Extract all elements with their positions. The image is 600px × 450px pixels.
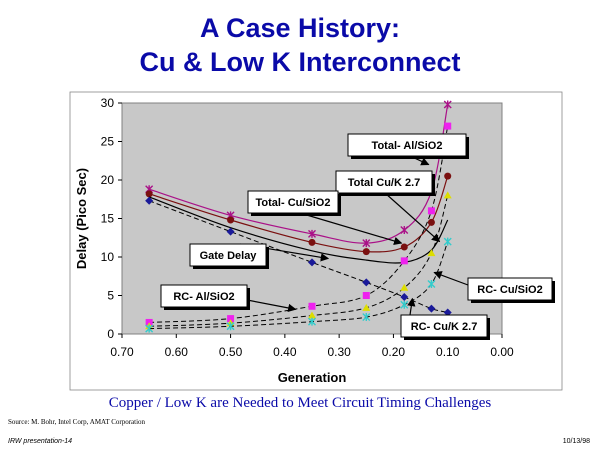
callout-shadow [487, 318, 490, 340]
y-tick-label: 20 [101, 173, 115, 187]
x-tick-label: 0.50 [219, 345, 243, 359]
x-tick-label: 0.70 [110, 345, 134, 359]
callout-shadow [466, 137, 469, 159]
footer-left: IRW presentation-14 [8, 438, 73, 445]
data-point [427, 218, 435, 226]
data-point [308, 302, 316, 310]
data-point [362, 239, 371, 248]
callout-shadow [251, 213, 341, 216]
data-point [443, 191, 452, 199]
y-tick-label: 15 [101, 212, 115, 226]
data-point [362, 313, 371, 322]
x-tick-label: 0.60 [165, 345, 189, 359]
data-point [362, 303, 371, 311]
data-point [227, 315, 235, 323]
callout-shadow [338, 194, 341, 216]
data-point [362, 292, 370, 299]
data-point [308, 311, 316, 319]
callout-shadow [266, 247, 269, 269]
data-point [145, 196, 154, 205]
data-point [444, 172, 452, 180]
data-point [427, 249, 436, 257]
data-point [145, 190, 153, 198]
data-point [308, 229, 316, 238]
data-point [362, 278, 371, 287]
slide-title-line2: Cu & Low K Interconnect [139, 47, 461, 77]
callout-label: RC- Cu/SiO2 [477, 284, 542, 296]
data-point [400, 300, 409, 309]
data-point [443, 237, 452, 246]
y-axis-label: Delay (Pico Sec) [74, 168, 89, 269]
y-tick-label: 10 [101, 250, 115, 264]
data-point [308, 317, 316, 326]
callout-shadow [247, 288, 250, 310]
data-point [308, 258, 316, 267]
callout-shadow [432, 174, 435, 196]
data-point [145, 324, 154, 333]
data-point [308, 238, 316, 246]
data-point [362, 248, 370, 256]
y-tick-label: 30 [101, 96, 115, 110]
x-tick-label: 0.40 [273, 345, 297, 359]
callout-arrow [433, 271, 469, 286]
callout-label: Total Cu/K 2.7 [348, 177, 421, 189]
data-point [400, 243, 408, 251]
callout-label: Gate Delay [200, 250, 258, 262]
data-point [226, 227, 235, 236]
callout-shadow [552, 281, 555, 303]
callout-arrow [246, 299, 297, 313]
data-point [427, 304, 436, 313]
callout-shadow [193, 266, 269, 269]
y-tick-label: 5 [107, 289, 114, 303]
callout-label: Total- Cu/SiO2 [256, 197, 331, 209]
data-point [400, 293, 409, 302]
data-point [400, 226, 409, 235]
x-tick-label: 0.30 [327, 345, 351, 359]
callout-label: Total- Al/SiO2 [372, 140, 443, 152]
data-point [427, 279, 436, 288]
slide-title-line1: A Case History: [199, 13, 401, 43]
callout-label: RC- Al/SiO2 [173, 291, 234, 303]
y-tick-label: 25 [101, 135, 115, 149]
data-point [443, 308, 452, 317]
callout-label: RC- Cu/K 2.7 [411, 321, 478, 333]
data-point [443, 100, 452, 109]
callout-arrow [407, 297, 416, 316]
data-point [400, 283, 409, 291]
source-note: Source: M. Bohr, Intel Corp, AMAT Corpor… [8, 418, 146, 426]
data-point [400, 257, 408, 265]
data-point [227, 216, 235, 224]
y-tick-label: 0 [107, 327, 114, 341]
callout-shadow [351, 156, 469, 159]
x-tick-label: 0.10 [436, 345, 460, 359]
footer-date: 10/13/98 [562, 438, 590, 445]
callout-shadow [404, 337, 490, 340]
x-tick-label: 0.00 [490, 345, 514, 359]
x-tick-label: 0.20 [382, 345, 406, 359]
data-point [226, 322, 235, 331]
callout-arrow [299, 212, 403, 246]
x-axis-label: Generation [278, 370, 347, 385]
data-point [427, 207, 435, 215]
data-point [444, 122, 452, 130]
callout-shadow [339, 193, 435, 196]
slide-caption: Copper / Low K are Needed to Meet Circui… [108, 395, 492, 411]
callout-shadow [164, 307, 250, 310]
callout-shadow [471, 300, 555, 303]
callout-arrow [384, 192, 441, 243]
